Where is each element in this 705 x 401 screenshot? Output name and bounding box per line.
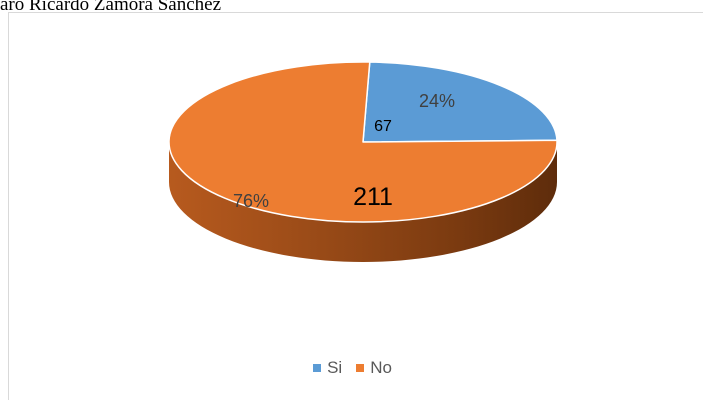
data-label-no-value: 211 (353, 183, 393, 211)
legend-item-no: No (356, 358, 392, 378)
data-label-si-percent: 24% (419, 91, 455, 111)
pie-slice-si (362, 61, 558, 143)
source-caption: aro Ricardo Zamora Sanchez (0, 0, 222, 15)
pie-label-layer: 24% 67 76% 211 (233, 91, 455, 211)
legend: Si No (0, 358, 705, 378)
legend-swatch-no (356, 364, 365, 372)
pie-side-layer (169, 142, 557, 262)
pie-top-layer (168, 61, 558, 223)
data-label-si-value: 67 (374, 118, 392, 135)
data-label-no-percent: 76% (233, 191, 269, 211)
legend-label-no: No (370, 358, 392, 377)
pie-slice-no (168, 61, 558, 223)
legend-swatch-si (313, 364, 322, 372)
legend-label-si: Si (327, 358, 343, 377)
legend-item-si: Si (313, 358, 342, 378)
pie-side-no (169, 142, 557, 262)
